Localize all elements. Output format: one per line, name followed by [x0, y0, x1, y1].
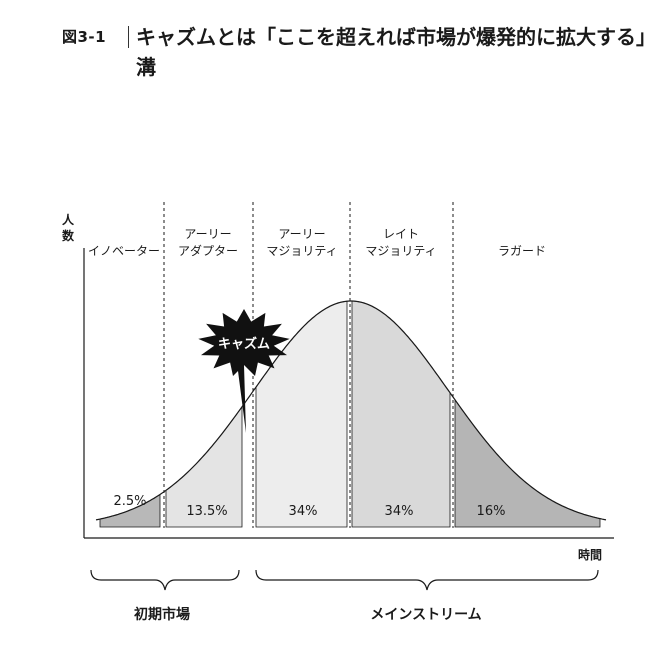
- segment-label-early-adopters-line-2: アダプター: [178, 243, 238, 258]
- segment-label-early-majority-line-2: マジョリティ: [266, 244, 337, 258]
- title-divider: [128, 26, 129, 48]
- segment-label-late-majority-line-1: レイト: [383, 227, 419, 241]
- bell-curve-outline: [95, 300, 607, 521]
- percent-innovators: 2.5%: [113, 494, 146, 509]
- segment-label-early-adopters-line-1: アーリー: [184, 227, 231, 241]
- mainstream-label: メインストリーム: [370, 607, 481, 623]
- figure-title: キャズムとは「ここを超えれば市場が爆発的に拡大する」溝: [136, 25, 656, 79]
- early-market-label: 初期市場: [134, 606, 190, 623]
- segment-label-late-majority-line-2: マジョリティ: [365, 244, 436, 258]
- percent-early-majority: 34%: [289, 504, 318, 519]
- x-axis-label: 時間: [578, 547, 602, 562]
- segment-label-innovators: イノベーター: [88, 244, 160, 258]
- chasm-label: キャズム: [218, 336, 270, 352]
- figure-number: 図3-1: [62, 28, 107, 46]
- chasm-burst-shape: [198, 309, 290, 433]
- mainstream-bracket: [255, 569, 599, 591]
- percent-laggards: 16%: [477, 504, 506, 519]
- early-market-bracket: [90, 569, 240, 591]
- y-axis-label-line-2: 数: [62, 228, 75, 243]
- segment-label-laggards: ラガード: [498, 244, 546, 258]
- percent-early-adopters: 13.5%: [186, 504, 227, 519]
- percent-late-majority: 34%: [385, 504, 414, 519]
- segment-label-early-majority-line-1: アーリー: [278, 227, 325, 241]
- y-axis-label-line-1: 人: [62, 212, 75, 227]
- segment-late-majority-area: [351, 300, 451, 528]
